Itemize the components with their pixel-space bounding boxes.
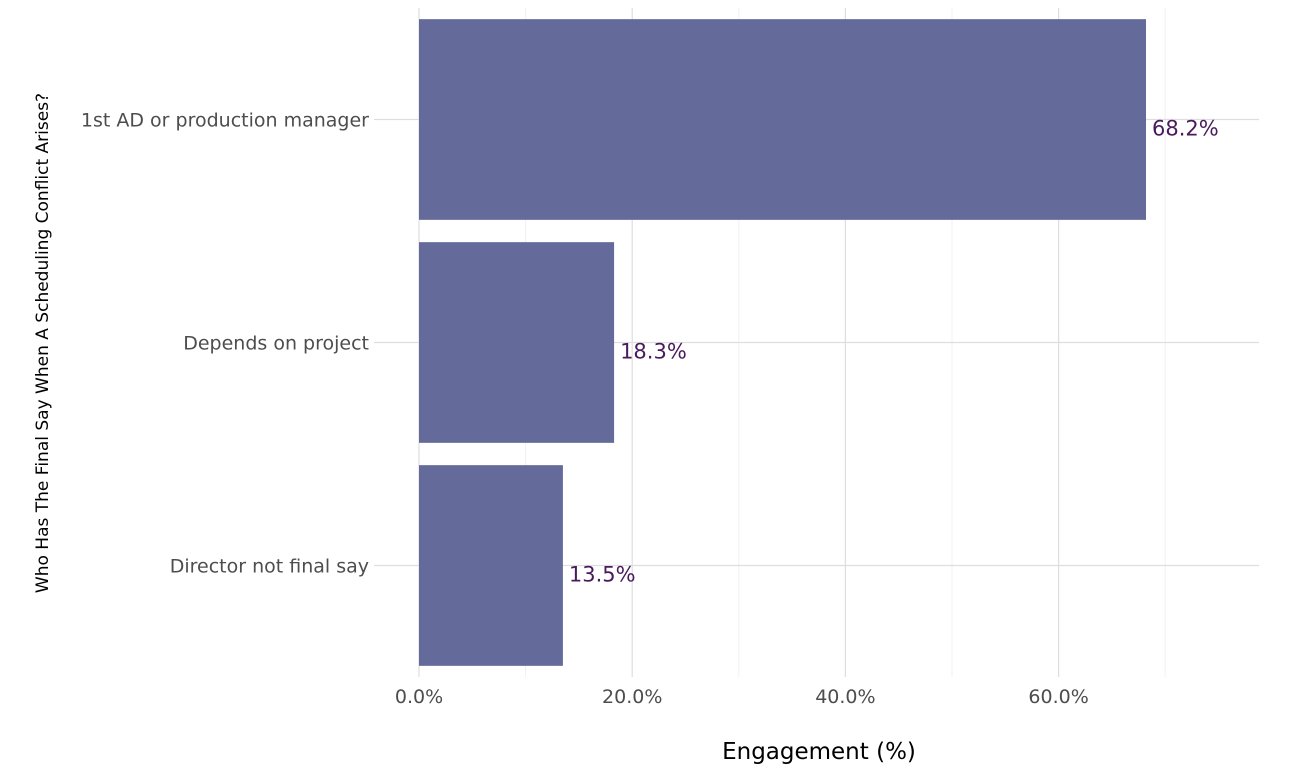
x-tick-label: 20.0% [602, 686, 662, 708]
x-tick-label: 40.0% [815, 686, 875, 708]
x-tick-label: 0.0% [395, 686, 443, 708]
bars [419, 19, 1147, 666]
x-tick-label: 60.0% [1028, 686, 1088, 708]
y-axis: 1st AD or production manager Depends on p… [81, 110, 369, 578]
bar [419, 465, 563, 666]
y-axis-title: Who Has The Final Say When A Scheduling … [33, 93, 53, 593]
x-axis-title: Engagement (%) [722, 739, 916, 765]
bar-value-label: 13.5% [569, 563, 636, 587]
y-category-label: 1st AD or production manager [81, 110, 369, 132]
bar [419, 242, 615, 443]
x-axis: 0.0% 20.0% 40.0% 60.0% [395, 686, 1089, 708]
data-labels: 68.2% 18.3% 13.5% [569, 117, 1219, 587]
bar-value-label: 18.3% [620, 340, 687, 364]
bar [419, 19, 1147, 220]
bar-value-label: 68.2% [1152, 117, 1219, 141]
y-category-label: Depends on project [183, 333, 369, 355]
y-category-label: Director not final say [170, 556, 369, 578]
